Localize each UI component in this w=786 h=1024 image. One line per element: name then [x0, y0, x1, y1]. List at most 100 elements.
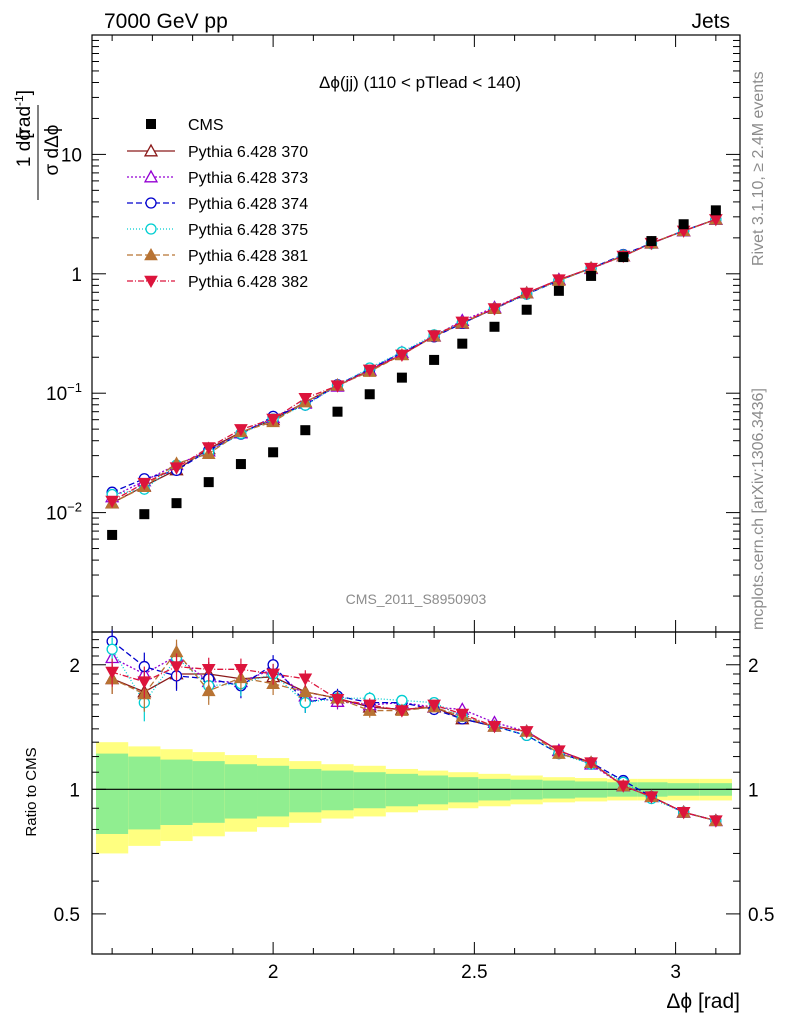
legend-item: Pythia 6.428 374 [127, 196, 308, 213]
main-ylabel-num: 1 dσ [14, 129, 35, 167]
ratio-y-tick-label: 0.5 [54, 905, 80, 926]
series-point-ratio [105, 666, 119, 680]
legend-item: Pythia 6.428 382 [127, 274, 308, 291]
ratio-y-tick-label: 1 [69, 780, 80, 801]
header-right: Jets [691, 10, 730, 33]
band-stat [289, 768, 322, 813]
data-point [646, 236, 657, 247]
legend-marker [143, 143, 159, 157]
series-line-ratio [111, 650, 717, 822]
legend-marker [144, 275, 158, 289]
data-point [235, 459, 246, 470]
legend: CMS Pythia 6.428 370 Pythia 6.428 373 Pythi… [127, 117, 308, 291]
series-point-ratio [455, 708, 470, 722]
data-point [457, 338, 468, 349]
series-point-ratio [552, 745, 566, 758]
series-point-main [362, 364, 377, 377]
legend-marker [145, 197, 157, 209]
series-line-main [112, 218, 717, 496]
series-point-main [487, 303, 502, 316]
series-point-main [519, 287, 534, 301]
series-point-main [552, 274, 566, 287]
header-left: 7000 GeV pp [104, 10, 228, 33]
legend-item-cms: CMS [146, 117, 224, 134]
data-point [678, 219, 689, 230]
ratio-frame [91, 631, 741, 955]
data-point [553, 285, 564, 296]
ratio-ylabel: Ratio to CMS [23, 747, 40, 836]
y-tick-label: 10−1 [46, 380, 82, 405]
x-tick-label: 3 [670, 962, 681, 983]
series-pythia-6.428-373 [105, 212, 723, 827]
legend-label: Pythia 6.428 382 [188, 274, 308, 291]
series-pythia-6.428-375 [106, 213, 722, 827]
series-group [105, 205, 723, 828]
data-point [429, 354, 440, 365]
series-point-ratio [362, 699, 377, 712]
series-point-ratio [137, 676, 152, 689]
data-point [107, 529, 118, 540]
data-point [203, 477, 214, 488]
legend-label: Pythia 6.428 370 [188, 144, 308, 161]
side-label-top: Rivet 3.1.10, ≥ 2.4M events [750, 71, 767, 266]
series-point-ratio [298, 684, 313, 698]
x-axis-label: Δϕ [rad] [666, 990, 740, 1013]
band-stat [192, 761, 225, 823]
data-point [139, 509, 150, 520]
data-point [171, 498, 182, 509]
legend-item: Pythia 6.428 381 [127, 247, 308, 265]
uncertainty-bands [92, 742, 740, 854]
data-point [710, 205, 721, 216]
series-point-ratio [201, 683, 216, 697]
ratio-y-tick-label-right: 2 [748, 656, 759, 677]
axis-ticks: 2 2.5 3 10−2 10−1 1 10 0.5 0.5 1 1 2 2 [46, 35, 774, 983]
band-stat [353, 772, 386, 809]
series-point-ratio [644, 791, 659, 804]
main-ylabel-unit-exp: -1 [12, 95, 26, 106]
ratio-y-tick-label: 2 [69, 656, 80, 677]
series-point-main [455, 316, 470, 329]
band-stat [224, 764, 258, 819]
legend-label: CMS [188, 117, 224, 134]
series-pythia-6.428-381 [105, 212, 723, 826]
y-tick-label: 1 [71, 265, 82, 286]
data-point [364, 389, 375, 400]
y-tick-label: 10−2 [46, 500, 82, 525]
x-tick-label: 2.5 [461, 962, 487, 983]
data-point [586, 270, 597, 281]
series-point-main [395, 349, 409, 362]
series-point-ratio [266, 668, 280, 682]
band-stat [385, 773, 419, 807]
x-tick-label: 2 [268, 962, 279, 983]
data-point [618, 252, 629, 263]
series-point-ratio [234, 664, 248, 677]
ratio-y-tick-label-right: 0.5 [748, 905, 774, 926]
series-point-ratio [395, 705, 409, 718]
series-pythia-6.428-382 [105, 214, 723, 828]
legend-item: Pythia 6.428 375 [127, 222, 308, 239]
legend-marker [146, 119, 156, 129]
series-point-main [169, 462, 184, 475]
series-point-ratio [106, 643, 118, 655]
legend-label: Pythia 6.428 374 [188, 196, 308, 213]
series-point-ratio [298, 673, 313, 686]
series-pythia-6.428-370 [105, 212, 723, 827]
series-line-main [111, 218, 717, 502]
series-point-main [201, 442, 216, 455]
legend-label: Pythia 6.428 373 [188, 170, 308, 187]
main-ylabel: 1 dσ σ dΔϕ [rad-1] [12, 90, 63, 200]
band-stat [160, 759, 193, 825]
series-point-ratio [330, 694, 345, 707]
series-point-ratio [201, 664, 216, 677]
band-stat [321, 770, 354, 811]
legend-marker [143, 169, 159, 183]
data-point [396, 372, 407, 383]
band-stat [128, 756, 161, 830]
legend-label: Pythia 6.428 381 [188, 248, 308, 265]
series-point-ratio [676, 807, 691, 820]
legend-marker [145, 223, 157, 235]
series-point-ratio [584, 757, 598, 770]
series-point-main [234, 424, 248, 437]
main-ylabel-den: σ dΔϕ [42, 125, 63, 176]
